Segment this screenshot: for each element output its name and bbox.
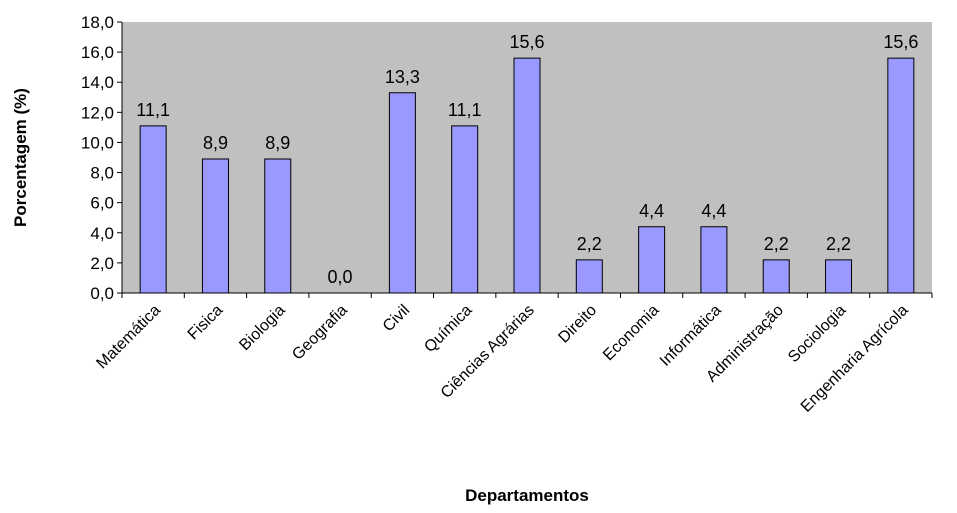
data-label: 4,4 bbox=[701, 201, 726, 221]
y-tick-label: 10,0 bbox=[81, 133, 114, 152]
bar bbox=[264, 158, 292, 294]
y-axis: 0,0 2,0 4,0 6,0 8,0 10,0 12,0 14,0 16,0 18,0 bbox=[81, 13, 123, 303]
y-tick-label: 18,0 bbox=[81, 13, 114, 32]
category-label: Geografia bbox=[289, 302, 351, 364]
data-label: 15,6 bbox=[883, 32, 918, 52]
bar bbox=[700, 226, 728, 294]
x-axis-title: Departamentos bbox=[465, 486, 589, 505]
category-label: Civil bbox=[380, 302, 413, 335]
x-axis bbox=[121, 292, 933, 298]
bar bbox=[762, 259, 790, 294]
category-label: Informática bbox=[657, 302, 725, 370]
category-label: Sociologia bbox=[785, 302, 849, 366]
category-labels: Matemática Fisica Biologia Geografia Civil Qu… bbox=[93, 302, 911, 416]
y-tick-label: 8,0 bbox=[90, 164, 114, 183]
bar bbox=[513, 57, 541, 294]
data-label: 2,2 bbox=[577, 234, 602, 254]
category-label: Economia bbox=[600, 302, 662, 364]
y-tick-label: 12,0 bbox=[81, 103, 114, 122]
data-label: 11,1 bbox=[448, 100, 482, 120]
category-label: Biologia bbox=[236, 302, 288, 354]
category-label: Matemática bbox=[93, 302, 164, 373]
bar bbox=[887, 57, 915, 294]
data-label: 8,9 bbox=[203, 133, 228, 153]
data-label: 0,0 bbox=[328, 267, 353, 287]
y-tick-label: 0,0 bbox=[90, 284, 114, 303]
data-label: 8,9 bbox=[265, 133, 290, 153]
data-label: 11,1 bbox=[136, 100, 170, 120]
bar bbox=[201, 158, 229, 294]
bar bbox=[825, 259, 853, 294]
y-axis-title: Porcentagem (%) bbox=[11, 88, 30, 227]
bar bbox=[451, 125, 479, 294]
y-tick-label: 6,0 bbox=[90, 194, 114, 213]
y-tick-label: 14,0 bbox=[81, 73, 114, 92]
bars bbox=[139, 57, 915, 294]
category-label: Fisica bbox=[185, 302, 227, 344]
category-label: Engenharia Agrícola bbox=[798, 302, 912, 416]
bar bbox=[139, 125, 167, 294]
y-tick-label: 16,0 bbox=[81, 43, 114, 62]
y-tick-label: 4,0 bbox=[90, 224, 114, 243]
data-label: 13,3 bbox=[385, 67, 420, 87]
category-label: Direito bbox=[555, 302, 600, 347]
bar bbox=[638, 226, 666, 294]
data-label: 2,2 bbox=[826, 234, 851, 254]
data-label: 4,4 bbox=[639, 201, 664, 221]
data-labels: 11,1 8,9 8,9 0,0 13,3 11,1 15,6 2,2 4,4 4,4 2,2 2,2… bbox=[136, 32, 918, 287]
bar bbox=[388, 92, 416, 294]
data-label: 2,2 bbox=[764, 234, 789, 254]
category-label: Química bbox=[421, 302, 475, 356]
bar bbox=[575, 259, 603, 294]
y-tick-label: 2,0 bbox=[90, 254, 114, 273]
data-label: 15,6 bbox=[509, 32, 544, 52]
